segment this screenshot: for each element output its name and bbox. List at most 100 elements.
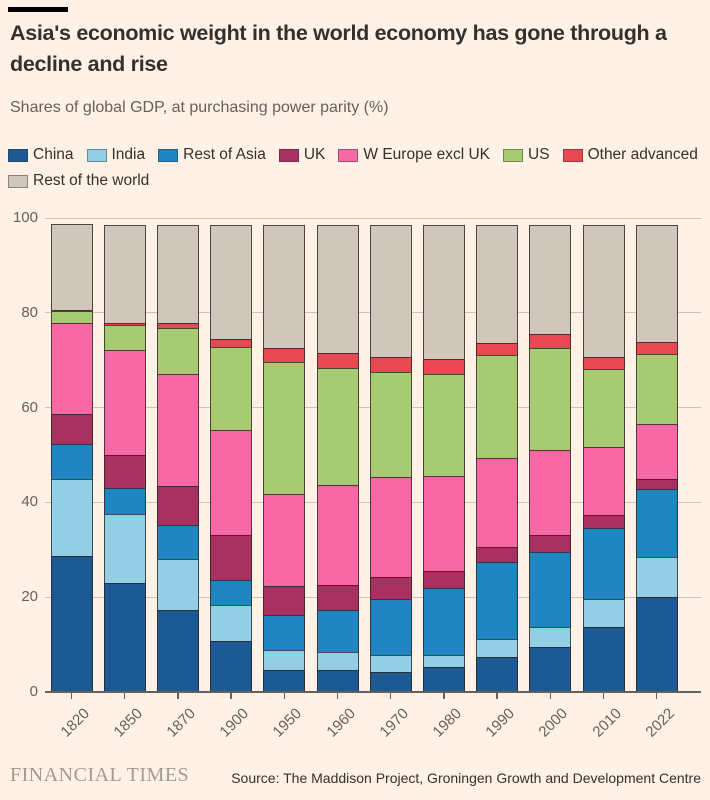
legend-item-other-advanced: Other advanced [562, 146, 698, 164]
bar-segment-1900-uk [210, 534, 253, 582]
bar-segment-1970-china [369, 671, 412, 692]
bar-segment-1960-w-europe-excl-uk [316, 485, 359, 586]
bar-segment-1900-rest-of-asia [210, 580, 253, 607]
bar-segment-1990-us [476, 355, 519, 459]
legend-item-rest-of-the-world: Rest of the world [8, 172, 149, 190]
y-tick-label-80: 80 [21, 303, 38, 321]
legend-item-india: India [86, 146, 145, 164]
kicker-bar [8, 7, 68, 12]
x-tick-2000 [549, 693, 552, 699]
bar-segment-1820-china [50, 555, 93, 692]
bar-segment-1900-india [210, 605, 253, 642]
bar-segment-1870-rest-of-asia [156, 525, 199, 561]
x-tick-label-2000: 2000 [535, 705, 572, 741]
bar-segment-1960-uk [316, 584, 359, 612]
y-tick-label-0: 0 [29, 683, 38, 700]
bar-segment-1950-other-advanced [263, 347, 306, 364]
x-tick-1960 [336, 693, 339, 699]
bar-segment-1970-us [369, 371, 412, 479]
bar-segment-1960-rest-of-the-world [316, 225, 359, 354]
bar-segment-1950-india [263, 650, 306, 672]
x-tick-label-1970: 1970 [376, 705, 412, 741]
bar-segment-2010-china [582, 627, 625, 692]
bar-segment-1980-china [422, 666, 465, 692]
legend-swatch-other-advanced [562, 148, 583, 162]
legend-swatch-us [503, 148, 524, 162]
bar-segment-1990-india [476, 638, 519, 658]
x-tick-1900 [230, 693, 232, 699]
bar-segment-1820-india [50, 479, 93, 557]
y-tick-label-20: 20 [21, 588, 38, 606]
bar-segment-1870-china [156, 610, 199, 692]
legend-label-china: China [33, 146, 74, 163]
x-tick-label-1820: 1820 [56, 705, 93, 741]
y-axis-labels: 0 20 40 60 80 100 [0, 209, 38, 700]
bar-column-1990 [476, 225, 519, 692]
bar-segment-2022-rest-of-the-world [635, 225, 678, 344]
legend-row-1: China India Rest of Asia UK W Europe excl UK… [8, 146, 706, 164]
x-tick-1850 [123, 693, 126, 699]
bar-column-1950 [263, 225, 306, 692]
x-tick-label-1950: 1950 [269, 705, 306, 741]
x-tick-label-1870: 1870 [163, 705, 199, 741]
bar-segment-1870-us [156, 327, 199, 375]
legend-item-w-europe-excl-uk: W Europe excl UK [338, 146, 490, 164]
bar-segment-1900-china [210, 640, 253, 692]
bar-segment-1950-rest-of-asia [263, 615, 306, 652]
ft-logo-text: FINANCIAL TIMES [10, 764, 190, 786]
bar-segment-1990-rest-of-asia [476, 561, 519, 640]
legend-item-rest-of-asia: Rest of Asia [158, 146, 266, 164]
bar-column-2010 [582, 225, 625, 692]
bar-column-2000 [529, 225, 572, 692]
bar-segment-1850-india [103, 514, 146, 584]
bar-segment-1950-uk [263, 585, 306, 617]
bar-segment-2010-uk [582, 515, 625, 529]
legend-label-rest-of-asia: Rest of Asia [183, 146, 266, 163]
legend-label-rest-of-the-world: Rest of the world [33, 172, 150, 189]
bar-segment-2022-other-advanced [635, 342, 678, 356]
bar-segment-1820-rest-of-asia [50, 444, 93, 481]
x-axis-line [45, 691, 701, 693]
bar-segment-1960-china [316, 670, 359, 692]
bar-segment-1970-rest-of-asia [369, 598, 412, 657]
bar-segment-1980-rest-of-asia [422, 587, 465, 656]
bar-segment-1970-rest-of-the-world [369, 225, 412, 358]
legend-row-2: Rest of the world [8, 172, 706, 190]
bar-segment-1900-us [210, 346, 253, 432]
chart-title: Asia's economic weight in the world econ… [10, 21, 667, 76]
plot-area: 1820 1850 1870 1900 1950 1960 1970 1980 1990 2000… [45, 217, 701, 741]
bar-segment-1900-w-europe-excl-uk [210, 430, 253, 536]
bar-segment-1960-india [316, 651, 359, 672]
bar-segment-1850-uk [103, 455, 146, 490]
bar-segment-1990-w-europe-excl-uk [476, 457, 519, 549]
legend-swatch-rest-of-asia [158, 148, 179, 162]
bar-segment-1820-uk [50, 413, 93, 446]
x-tick-2022 [655, 693, 658, 699]
bar-segment-1820-w-europe-excl-uk [50, 322, 93, 415]
legend-label-uk: UK [303, 146, 326, 163]
bar-segment-1980-rest-of-the-world [422, 225, 465, 360]
bar-segment-1870-india [156, 559, 199, 611]
gridline-100 [45, 217, 701, 219]
x-tick-1980 [443, 693, 445, 699]
legend-item-uk: UK [278, 146, 326, 164]
bar-column-1820 [50, 224, 93, 692]
bar-segment-2000-china [529, 647, 572, 692]
bar-segment-2000-rest-of-the-world [529, 225, 572, 336]
bar-segment-2022-w-europe-excl-uk [635, 424, 678, 481]
bar-column-1960 [316, 225, 359, 692]
bar-segment-1960-other-advanced [316, 352, 359, 370]
bar-segment-1990-rest-of-the-world [476, 225, 519, 345]
bar-segment-1970-india [369, 655, 412, 673]
bar-segment-1980-uk [422, 571, 465, 589]
bar-segment-1850-rest-of-the-world [103, 225, 146, 325]
bar-segment-1960-rest-of-asia [316, 610, 359, 653]
bar-segment-1850-rest-of-asia [103, 488, 146, 516]
bar-segment-2022-us [635, 354, 678, 426]
bar-segment-2000-other-advanced [529, 334, 572, 349]
chart-subtitle: Shares of global GDP, at purchasing powe… [10, 99, 389, 116]
bar-segment-1950-rest-of-the-world [263, 225, 306, 349]
legend: China India Rest of Asia UK W Europe excl UK… [8, 146, 706, 190]
x-tick-label-1990: 1990 [482, 705, 519, 741]
